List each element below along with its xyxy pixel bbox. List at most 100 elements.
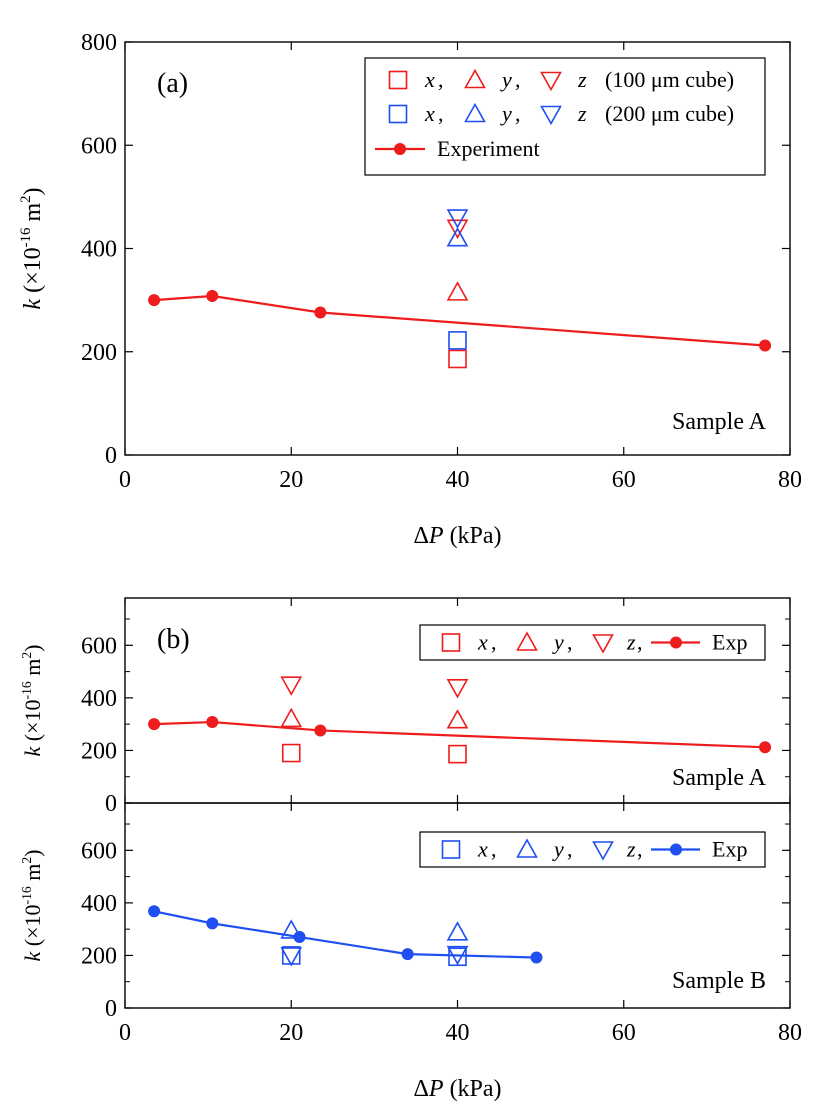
y-tick-label: 200	[81, 943, 117, 969]
y-tick-label: 200	[81, 340, 117, 366]
legend-z-label: z	[626, 837, 636, 862]
legend-triangle-down-marker	[592, 634, 614, 654]
y-tick-label: 600	[81, 633, 117, 659]
data-point-triangle-up	[446, 921, 469, 941]
x-tick-label: 80	[778, 467, 802, 493]
sample-label: Sample A	[672, 765, 767, 791]
legend-circle-marker	[670, 843, 682, 856]
legend: x, y, z, Exp	[419, 624, 766, 661]
x-tick-label: 80	[778, 1020, 802, 1046]
data-point-triangle-down	[280, 676, 303, 696]
y-tick-label: 600	[81, 838, 117, 864]
data-point-triangle-up	[446, 281, 469, 301]
legend-circle-marker	[394, 143, 406, 155]
legend-y-label: y	[500, 67, 512, 92]
legend-triangle-up-marker	[516, 838, 538, 858]
legend-x-label: x	[477, 630, 488, 655]
y-tick-label: 400	[81, 237, 117, 263]
legend-triangle-down-marker	[540, 105, 562, 126]
legend-square-marker	[441, 840, 461, 859]
x-tick-label: 0	[119, 1020, 131, 1046]
legend-separator: ,	[515, 101, 521, 126]
x-axis-label: ΔP (kPa)	[413, 523, 501, 549]
y-axis-label: k (×10-16 m2)	[19, 645, 45, 757]
y-tick-label: 0	[105, 996, 117, 1022]
legend: x, y, z (100 μm cube)x, y, z (200 μm cube)Expe…	[364, 57, 766, 176]
legend-experiment-label: Experiment	[437, 136, 540, 161]
sample-label: Sample B	[672, 968, 766, 994]
legend-cube-label: (200 μm cube)	[605, 101, 734, 126]
y-tick-label: 400	[81, 686, 117, 712]
legend-separator: ,	[491, 837, 497, 862]
data-point-triangle-up	[280, 707, 303, 728]
legend-y-label: y	[552, 837, 564, 862]
y-axis-label: k (×10-16 m2)	[18, 187, 46, 309]
data-point-square	[448, 349, 467, 369]
y-tick-label: 600	[81, 133, 117, 159]
data-point-triangle-up	[446, 709, 469, 729]
legend-separator: ,	[438, 67, 444, 92]
legend-z-label: z	[577, 101, 587, 126]
data-point-triangle-up	[446, 227, 469, 247]
legend-cube-label: (100 μm cube)	[605, 67, 734, 92]
legend-separator: ,	[637, 837, 643, 862]
data-point-square	[448, 744, 467, 764]
data-point-circle	[530, 951, 543, 964]
legend-box	[419, 831, 766, 868]
y-tick-label: 0	[105, 443, 117, 469]
x-axis-label: ΔP (kPa)	[413, 1076, 501, 1102]
data-point-circle	[293, 931, 306, 944]
data-point-circle	[148, 294, 161, 307]
y-tick-label: 0	[105, 791, 117, 817]
data-point-circle	[759, 339, 772, 352]
panel-label: (a)	[157, 68, 188, 99]
data-point-circle	[206, 289, 219, 302]
panel-label: (b)	[157, 624, 190, 655]
x-tick-label: 0	[119, 467, 131, 493]
legend-square-marker	[388, 104, 408, 124]
legend-circle-marker	[670, 636, 682, 649]
data-point-square	[448, 331, 467, 350]
data-point-circle	[206, 917, 219, 930]
x-tick-label: 60	[612, 467, 636, 493]
data-point-square	[281, 743, 301, 763]
y-tick-label: 400	[81, 891, 117, 917]
legend-separator: ,	[491, 630, 497, 655]
legend-z-label: z	[577, 67, 587, 92]
data-point-circle	[314, 724, 327, 737]
legend-y-label: y	[552, 630, 564, 655]
legend-separator: ,	[567, 630, 573, 655]
legend-triangle-down-marker	[540, 71, 562, 92]
y-tick-label: 200	[81, 738, 117, 764]
data-point-circle	[148, 718, 161, 731]
x-tick-label: 20	[279, 467, 303, 493]
legend-triangle-up-marker	[464, 102, 486, 123]
legend: x, y, z, Exp	[419, 831, 766, 868]
sample-label: Sample A	[672, 409, 767, 435]
x-tick-label: 20	[279, 1020, 303, 1046]
legend-square-marker	[441, 633, 461, 652]
data-point-circle	[314, 306, 327, 319]
x-tick-label: 40	[446, 1020, 470, 1046]
legend-box	[364, 57, 766, 176]
legend-triangle-up-marker	[516, 631, 538, 651]
legend-exp-label: Exp	[712, 837, 747, 862]
legend-triangle-down-marker	[592, 841, 614, 861]
data-point-triangle-down	[446, 679, 469, 699]
legend-x-label: x	[424, 67, 435, 92]
y-tick-label: 800	[81, 30, 117, 56]
panel-3: 0 20 40 60 80 0 200 400 600 Sample B k (×10-16 m2)…	[19, 802, 802, 1102]
legend-x-label: x	[477, 837, 488, 862]
legend-separator: ,	[637, 630, 643, 655]
data-point-triangle-down	[446, 219, 469, 239]
x-tick-label: 40	[446, 467, 470, 493]
data-point-circle	[759, 741, 772, 754]
legend-exp-label: Exp	[712, 630, 747, 655]
data-point-triangle-down	[446, 209, 469, 229]
legend-separator: ,	[567, 837, 573, 862]
legend-x-label: x	[424, 101, 435, 126]
legend-y-label: y	[500, 101, 512, 126]
data-point-circle	[206, 716, 219, 729]
y-axis-label: k (×10-16 m2)	[19, 850, 45, 962]
